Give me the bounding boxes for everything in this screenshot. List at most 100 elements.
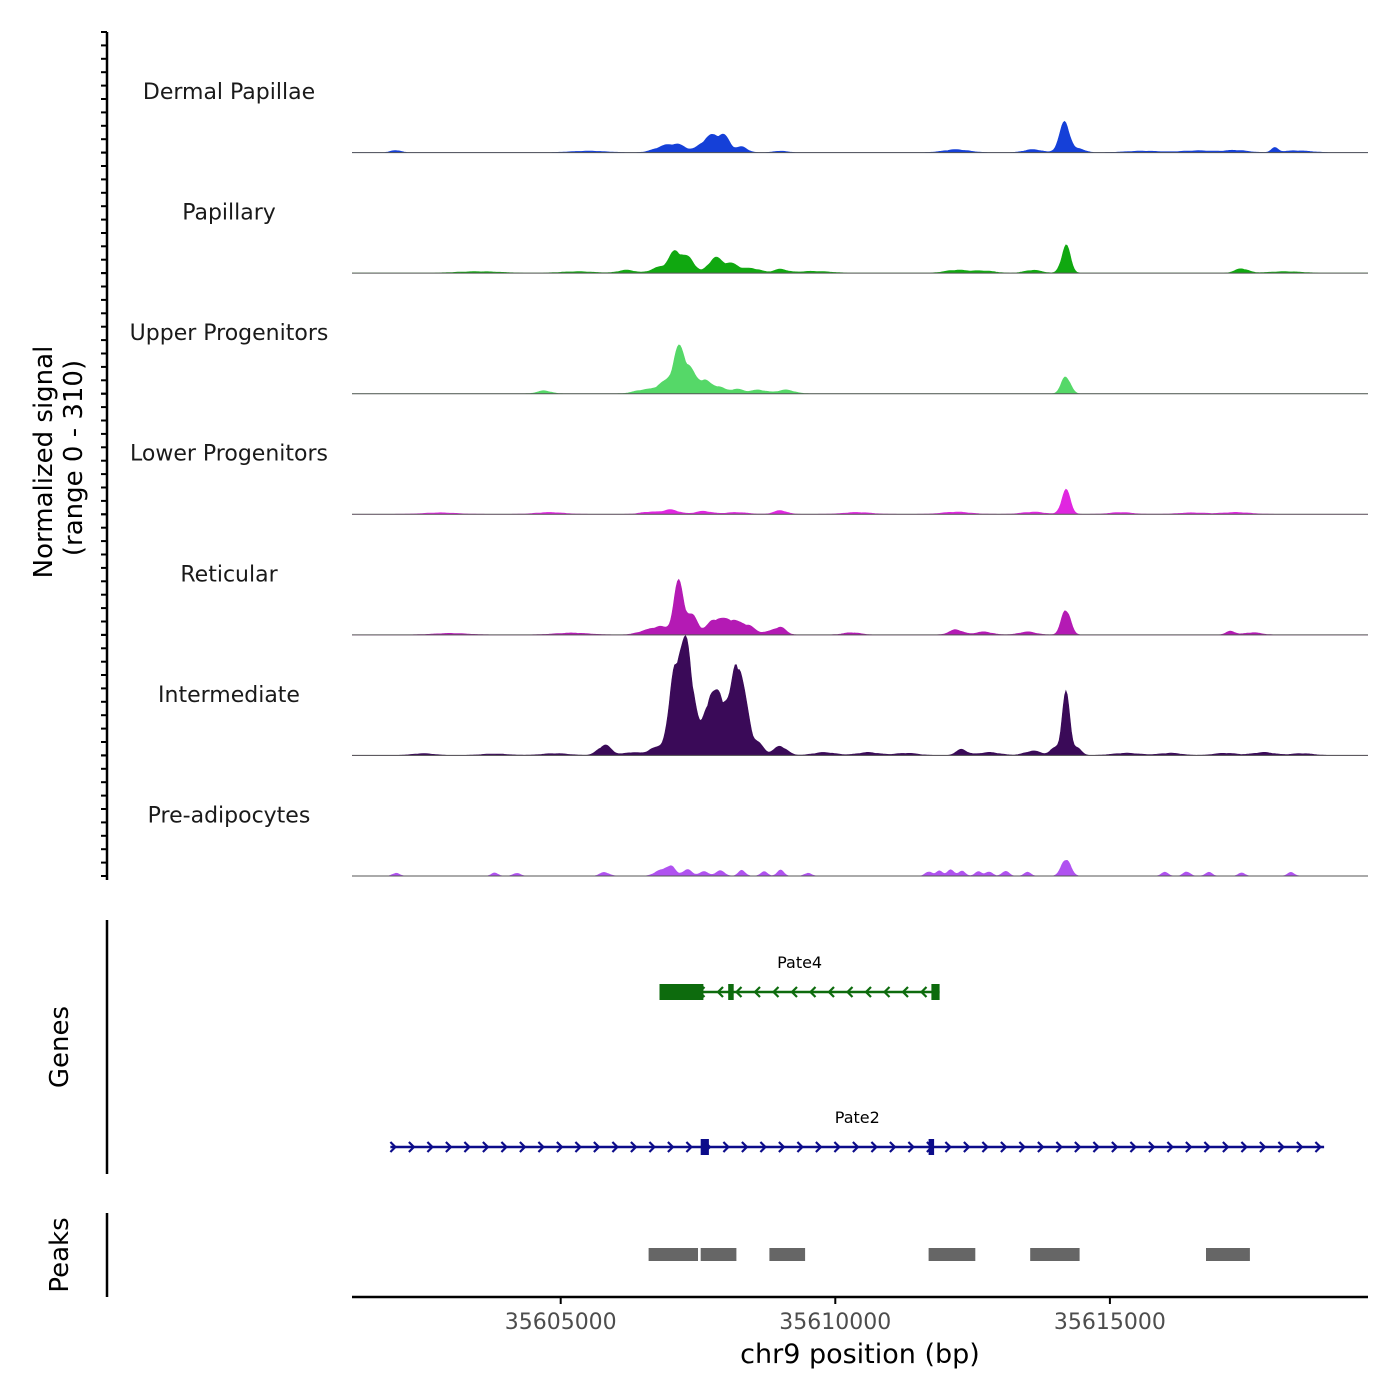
signal-area	[352, 578, 1368, 636]
strand-arrow	[1277, 1141, 1285, 1153]
strand-arrow	[901, 986, 909, 998]
gene-label: Pate4	[777, 953, 822, 972]
strand-arrow	[753, 986, 761, 998]
gene-exon	[659, 984, 704, 1000]
strand-arrow	[852, 1141, 860, 1153]
strand-arrow	[907, 1141, 915, 1153]
peak-region	[700, 1248, 737, 1261]
strand-arrow	[796, 1141, 804, 1153]
strand-arrow	[1222, 1141, 1230, 1153]
gene-exon	[728, 984, 734, 1000]
strand-arrow	[790, 986, 798, 998]
peak-region	[1030, 1248, 1080, 1261]
gene-label: Pate2	[835, 1108, 880, 1127]
strand-arrow	[882, 986, 891, 998]
signal-area	[352, 488, 1368, 515]
strand-arrow	[833, 1141, 841, 1153]
strand-arrow	[1055, 1141, 1063, 1153]
signal-track: Upper Progenitors	[130, 321, 1368, 395]
strand-arrow	[845, 986, 854, 998]
signal-area	[352, 859, 1368, 877]
strand-arrow	[685, 1141, 693, 1153]
strand-arrow	[1203, 1141, 1211, 1153]
signal-track: Papillary	[182, 201, 1368, 274]
strand-arrow	[667, 1141, 675, 1153]
signal-track-label: Dermal Papillae	[143, 80, 315, 105]
signal-y-axis	[101, 31, 109, 880]
signal-axis-label-line1: Normalized signal	[29, 346, 59, 579]
peaks-axis-label: Peaks	[45, 1217, 75, 1292]
strand-arrow	[519, 1141, 527, 1153]
strand-arrow	[482, 1141, 490, 1153]
signal-track: Reticular	[180, 562, 1368, 636]
strand-arrow	[864, 986, 872, 998]
strand-arrow	[1185, 1141, 1193, 1153]
strand-arrow	[771, 986, 780, 998]
peak-region	[769, 1248, 806, 1261]
strand-arrow	[1129, 1141, 1137, 1153]
signal-track-label: Upper Progenitors	[130, 321, 329, 346]
signal-track: Intermediate	[158, 635, 1368, 756]
signal-track-label: Reticular	[180, 562, 278, 587]
strand-arrow	[741, 1141, 749, 1153]
signal-area	[352, 244, 1368, 274]
gene-pate4: Pate4	[659, 953, 940, 1000]
signal-track-label: Pre-adipocytes	[148, 803, 311, 828]
x-tick-label: 35610000	[779, 1310, 891, 1335]
strand-arrow	[870, 1141, 878, 1153]
strand-arrow	[593, 1141, 601, 1153]
strand-arrow	[408, 1141, 416, 1153]
x-axis: 35605000 35610000 35615000	[352, 1295, 1368, 1335]
gene-pate2: Pate2	[389, 1108, 1325, 1155]
strand-arrow	[445, 1141, 453, 1153]
strand-arrow	[500, 1141, 508, 1153]
strand-arrow	[889, 1141, 897, 1153]
signal-tracks-panel: Dermal Papillae Papillary Upper Progenitor…	[130, 80, 1368, 877]
strand-arrow	[1018, 1141, 1026, 1153]
peaks-panel	[648, 1248, 1250, 1261]
signal-track: Lower Progenitors	[130, 442, 1368, 515]
strand-arrow	[463, 1141, 471, 1153]
gene-exon	[700, 1139, 709, 1155]
signal-track-label: Papillary	[182, 201, 276, 226]
strand-arrow	[1092, 1141, 1100, 1153]
strand-arrow	[1259, 1141, 1267, 1153]
gene-exon	[928, 1139, 935, 1155]
strand-arrow	[1166, 1141, 1174, 1153]
signal-track-label: Intermediate	[158, 683, 300, 708]
peak-region	[928, 1248, 976, 1261]
strand-arrow	[815, 1141, 823, 1153]
strand-arrow	[1074, 1141, 1082, 1153]
strand-arrow	[1296, 1141, 1304, 1153]
peak-region	[648, 1248, 698, 1261]
signal-track: Pre-adipocytes	[148, 803, 1368, 877]
strand-arrow	[759, 1141, 767, 1153]
strand-arrow	[426, 1141, 434, 1153]
strand-arrow	[574, 1141, 582, 1153]
strand-arrow	[1240, 1141, 1248, 1153]
strand-arrow	[648, 1141, 656, 1153]
strand-arrow	[716, 986, 724, 998]
genes-panel: Pate4 Pate2	[389, 953, 1325, 1155]
x-axis-label: chr9 position (bp)	[740, 1339, 980, 1370]
signal-track: Dermal Papillae	[143, 80, 1368, 154]
signal-axis-label-line2: (range 0 - 310)	[59, 360, 89, 556]
strand-arrow	[1000, 1141, 1008, 1153]
signal-track-label: Lower Progenitors	[130, 442, 328, 467]
x-tick-label: 35605000	[505, 1310, 617, 1335]
strand-arrow	[389, 1141, 397, 1153]
strand-arrow	[963, 1141, 971, 1153]
strand-arrow	[919, 986, 928, 998]
peak-region	[1206, 1248, 1250, 1261]
strand-arrow	[537, 1141, 545, 1153]
strand-arrow	[1314, 1141, 1322, 1153]
x-tick-label: 35615000	[1054, 1310, 1166, 1335]
strand-arrow	[827, 986, 835, 998]
strand-arrow	[630, 1141, 638, 1153]
signal-area	[352, 120, 1368, 153]
strand-arrow	[981, 1141, 989, 1153]
strand-arrow	[778, 1141, 786, 1153]
gene-exon	[931, 984, 940, 1000]
strand-arrow	[556, 1141, 564, 1153]
